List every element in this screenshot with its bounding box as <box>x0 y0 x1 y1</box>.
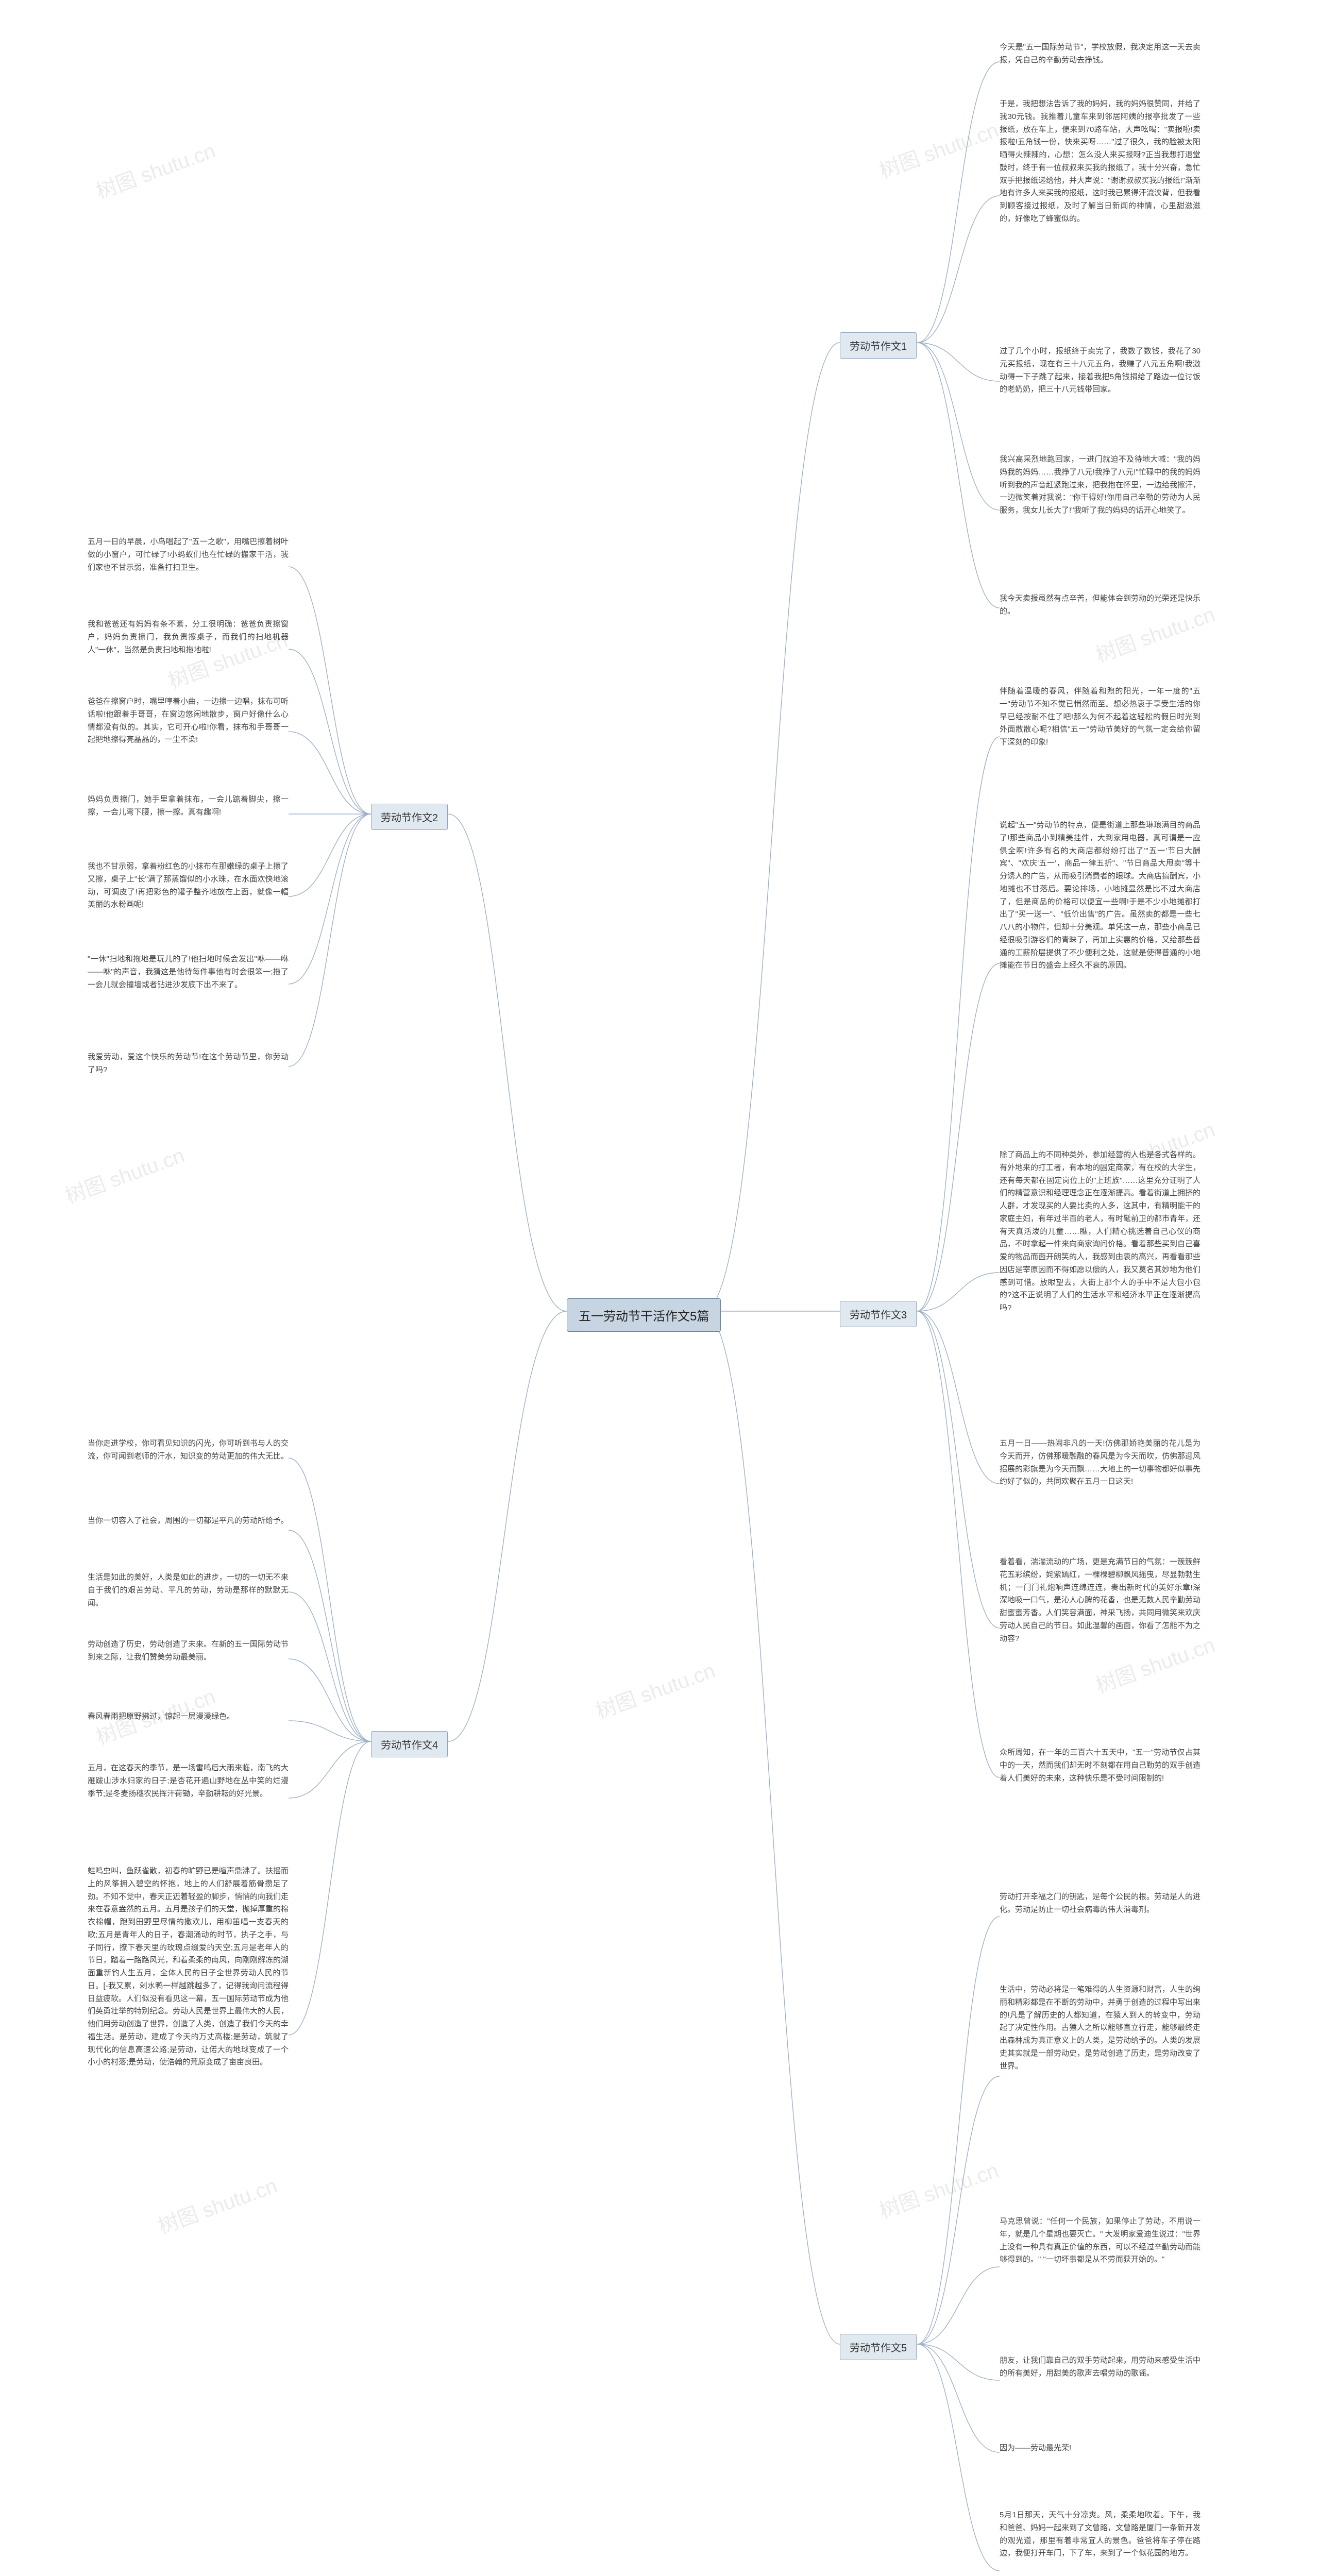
branch-node-4: 劳动节作文4 <box>371 1731 448 1757</box>
watermark: 树图 shutu.cn <box>591 1654 719 1724</box>
leaf-node: 生活中，劳动必将是一笔难得的人生资源和财富，人生的绚丽和精彩都是在不断的劳动中，… <box>1000 1984 1200 2073</box>
leaf-node: 5月1日那天，天气十分凉爽。风，柔柔地吹着。下午，我和爸爸、妈妈一起来到了文曾路… <box>1000 2509 1200 2560</box>
leaf-node: 朋友，让我们靠自己的双手劳动起来，用劳动来感受生活中的所有美好，用甜美的歌声去唱… <box>1000 2354 1200 2380</box>
leaf-node: 我和爸爸还有妈妈有条不紊，分工很明确：爸爸负责擦窗户，妈妈负责擦门，我负责擦桌子… <box>88 618 289 656</box>
watermark: 树图 shutu.cn <box>91 134 219 205</box>
leaf-node: 众所周知，在一年的三百六十五天中，"五一"劳动节仅占其中的一天，然而我们却无时不… <box>1000 1747 1200 1785</box>
watermark: 树图 shutu.cn <box>874 2154 1002 2224</box>
leaf-node: 过了几个小时，报纸终于卖完了，我数了数钱，我花了30元买报纸，现在有三十八元五角… <box>1000 345 1200 396</box>
leaf-node: 蛙鸣虫叫，鱼跃雀散，初春的旷野已是喧声鼎沸了。扶摇而上的风筝拥入碧空的怀抱，地上… <box>88 1865 289 2069</box>
root-node: 五一劳动节干活作文5篇 <box>567 1298 721 1332</box>
leaf-node: 伴随着温暖的春风，伴随着和煦的阳光，一年一度的"五一"劳动节不知不觉已悄然而至。… <box>1000 685 1200 749</box>
leaf-node: 除了商品上的不同种类外，参加经营的人也是各式各样的。有外地来的打工者，有本地的固… <box>1000 1149 1200 1315</box>
leaf-node: 劳动打开幸福之门的钥匙，是每个公民的根。劳动是人的进化。劳动是防止一切社会病毒的… <box>1000 1891 1200 1917</box>
leaf-node: 春风春雨把原野拂过，惊起一层漫漫绿色。 <box>88 1710 289 1723</box>
leaf-node: 我兴高采烈地跑回家，一进门就迫不及待地大喊："我的妈妈我的妈妈……我挣了八元!我… <box>1000 453 1200 517</box>
leaf-node: 因为——劳动最光荣! <box>1000 2442 1200 2455</box>
leaf-node: 五月，在这春天的季节，是一场雷鸣后大雨来临，南飞的大雁跋山涉水归家的日子;是杏花… <box>88 1762 289 1800</box>
branch-node-3: 劳动节作文3 <box>840 1301 917 1327</box>
watermark: 树图 shutu.cn <box>874 113 1002 184</box>
leaf-node: 今天是"五一国际劳动节"，学校放假，我决定用这一天去卖报，凭自己的辛勤劳动去挣钱… <box>1000 41 1200 67</box>
leaf-node: 爸爸在擦窗户时，嘴里哼着小曲，一边擦一边唱，抹布可听话啦!他跟着手哥哥，在窗边悠… <box>88 696 289 747</box>
leaf-node: 生活是如此的美好，人类是如此的进步，一切的一切无不来自于我们的艰苦劳动、平凡的劳… <box>88 1571 289 1609</box>
leaf-node: 妈妈负责擦门，她手里拿着抹布，一会儿踮着脚尖，擦一擦，一会儿弯下腰，擦一擦。真有… <box>88 793 289 819</box>
watermark: 树图 shutu.cn <box>153 2169 281 2240</box>
leaf-node: 我今天卖报虽然有点辛苦，但能体会到劳动的光荣还是快乐的。 <box>1000 592 1200 618</box>
branch-node-2: 劳动节作文2 <box>371 804 448 830</box>
leaf-node: 我爱劳动，爱这个快乐的劳动节!在这个劳动节里，你劳动了吗? <box>88 1051 289 1077</box>
leaf-node: 说起"五一"劳动节的特点，便是街道上那些琳琅满目的商品了!那些商品小到精美挂件，… <box>1000 819 1200 972</box>
leaf-node: 看着看，湍湍流动的广场，更是充满节日的气氛：一簇簇鲜花五彩缤纷，姹紫嫣红，一棵棵… <box>1000 1556 1200 1645</box>
leaf-node: 当你一切容入了社会，周围的一切都是平凡的劳动所给予。 <box>88 1515 289 1528</box>
leaf-node: 我也不甘示弱，拿着粉红色的小抹布在那嫩绿的桌子上擦了又擦，桌子上"长"满了那蒸馏… <box>88 860 289 911</box>
leaf-node: 当你走进学校，你可看见知识的闪光，你可听到书与人的交流，你可闻到老师的汗水，知识… <box>88 1437 289 1463</box>
leaf-node: 马克思曾说："任何一个民族，如果停止了劳动，不用说一年，就是几个星期也要灭亡。"… <box>1000 2215 1200 2266</box>
leaf-node: 劳动创造了历史，劳动创造了未来。在新的五一国际劳动节到来之际，让我们赞美劳动最美… <box>88 1638 289 1664</box>
leaf-node: 五月一日的早晨，小鸟唱起了"五一之歌"，用嘴巴擦着树叶做的小窗户，可忙碌了!小蚂… <box>88 536 289 574</box>
watermark: 树图 shutu.cn <box>60 1139 188 1209</box>
leaf-node: 五月一日——热闹非凡的一天!仿佛那娇艳美丽的花儿是为今天而开，仿佛那暖融融的春风… <box>1000 1437 1200 1488</box>
leaf-node: 于是，我把想法告诉了我的妈妈，我的妈妈很赞同，并给了我30元钱。我推着儿童车来到… <box>1000 98 1200 226</box>
branch-node-1: 劳动节作文1 <box>840 332 917 359</box>
leaf-node: "一休"扫地和拖地是玩儿的了!他扫地时候会发出"咻——咻——咻"的声音，我猜这是… <box>88 953 289 991</box>
branch-node-5: 劳动节作文5 <box>840 2334 917 2360</box>
